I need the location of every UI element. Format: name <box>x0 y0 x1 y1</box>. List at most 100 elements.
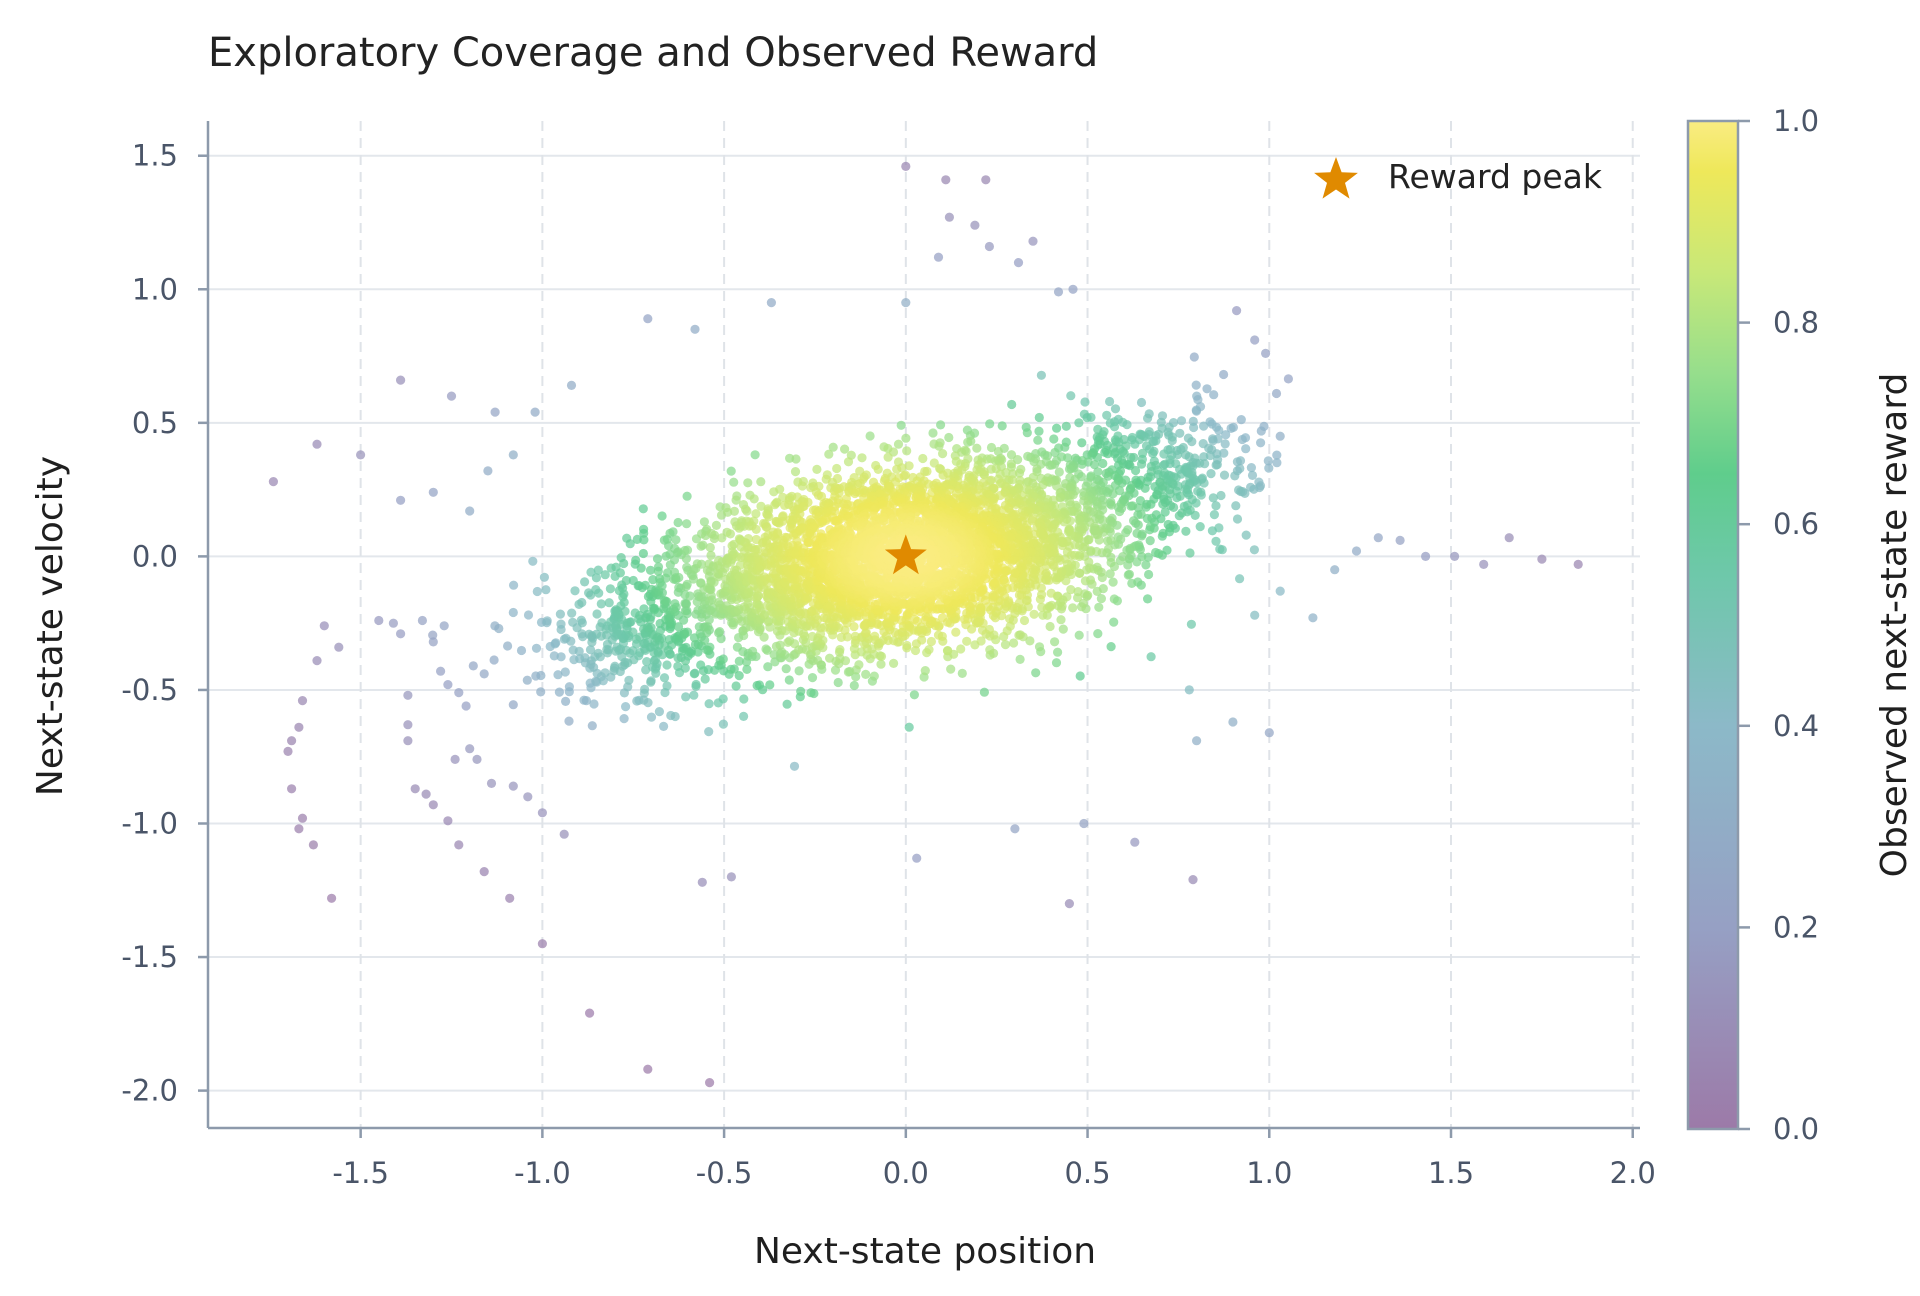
scatter-point <box>742 664 752 675</box>
scatter-point <box>682 519 692 529</box>
x-tick-label: -1.5 <box>332 1156 389 1190</box>
scatter-point <box>876 659 886 669</box>
scatter-point <box>734 671 744 681</box>
scatter-point <box>643 637 653 648</box>
scatter-point <box>1045 621 1055 632</box>
scatter-point <box>439 621 449 631</box>
scatter-point <box>592 609 602 619</box>
scatter-point <box>1174 511 1184 521</box>
scatter-point <box>970 220 980 230</box>
scatter-point <box>918 453 928 464</box>
scatter-point <box>812 464 822 474</box>
scatter-point <box>1014 468 1025 478</box>
axes: -1.5 -1.0 -0.5 0.0 0.5 1.0 1.5 2.01.51.00.50.0-… <box>121 121 1656 1190</box>
scatter-point <box>1073 587 1083 597</box>
scatter-point <box>901 433 911 443</box>
scatter-point <box>1119 448 1129 458</box>
scatter-point <box>853 479 863 489</box>
scatter-point <box>576 615 586 625</box>
scatter-point <box>689 690 699 700</box>
scatter-point <box>589 699 599 709</box>
scatter-point <box>446 391 457 401</box>
scatter-point <box>574 646 584 656</box>
scatter-point <box>709 533 719 544</box>
scatter-point <box>585 1008 595 1018</box>
scatter-point <box>443 680 453 690</box>
scatter-point <box>946 664 956 674</box>
scatter-point <box>1189 352 1199 362</box>
scatter-point <box>1283 374 1293 384</box>
scatter-point <box>681 554 692 564</box>
scatter-point <box>1106 516 1116 527</box>
scatter-point <box>1132 528 1142 539</box>
scatter-point <box>639 528 649 538</box>
scatter-point <box>523 792 533 802</box>
scatter-point <box>297 813 308 823</box>
scatter-point <box>924 645 934 655</box>
scatter-point <box>1235 574 1245 584</box>
scatter-point <box>468 661 478 671</box>
scatter-point <box>682 491 692 501</box>
scatter-point <box>904 722 914 732</box>
scatter-point <box>632 534 642 545</box>
scatter-point <box>985 419 995 429</box>
scatter-point <box>1216 490 1226 501</box>
scatter-point <box>832 463 842 474</box>
scatter-point <box>1022 477 1032 487</box>
scatter-point <box>1271 388 1282 399</box>
scatter-point <box>1250 610 1260 620</box>
scatter-point <box>396 495 406 505</box>
scatter-point <box>1105 499 1115 509</box>
scatter-point <box>396 629 406 639</box>
scatter-point <box>1050 447 1060 458</box>
scatter-point <box>1275 431 1285 441</box>
scatter-point <box>1188 875 1198 885</box>
scatter-point <box>909 690 920 700</box>
scatter-point <box>889 658 899 669</box>
colorbar-ticks: 0.00.20.40.60.81.0 <box>1738 104 1819 1146</box>
scatter-point <box>528 556 538 566</box>
scatter-point <box>1206 469 1216 479</box>
scatter-point <box>1199 452 1209 462</box>
scatter-point <box>718 694 728 704</box>
scatter-point <box>1264 463 1274 473</box>
scatter-point <box>1045 460 1055 470</box>
scatter-point <box>1191 406 1202 416</box>
scatter-point <box>790 467 801 477</box>
scatter-point <box>1330 565 1340 575</box>
scatter-point <box>1037 602 1047 612</box>
scatter-point <box>1144 569 1154 580</box>
scatter-point <box>636 563 646 573</box>
scatter-point <box>718 654 728 664</box>
scatter-point <box>796 686 806 697</box>
scatter-point <box>1207 526 1217 536</box>
scatter-point <box>1214 425 1224 435</box>
scatter-point <box>570 586 580 596</box>
scatter-point <box>1064 464 1075 474</box>
scatter-point <box>483 466 493 476</box>
scatter-point <box>1053 647 1063 657</box>
scatter-point <box>450 754 460 765</box>
scatter-point <box>704 727 714 737</box>
scatter-point <box>1075 671 1085 681</box>
scatter-point <box>1272 458 1282 468</box>
scatter-point <box>417 615 427 626</box>
scatter-point <box>374 615 384 626</box>
scatter-point <box>1189 422 1199 433</box>
scatter-point <box>1241 530 1251 540</box>
scatter-point <box>784 675 794 685</box>
scatter-point <box>564 716 574 726</box>
scatter-point <box>718 719 729 729</box>
scatter-point <box>523 610 534 620</box>
scatter-point <box>799 501 809 511</box>
scatter-point <box>696 559 707 569</box>
scatter-point <box>638 504 648 514</box>
scatter-point <box>465 506 475 516</box>
scatter-point <box>1208 493 1218 503</box>
scatter-point <box>1185 548 1195 558</box>
scatter-point <box>1078 598 1088 609</box>
scatter-point <box>1195 522 1205 532</box>
scatter-point <box>1226 423 1236 433</box>
scatter-point <box>840 444 850 454</box>
scatter-point <box>956 644 966 654</box>
